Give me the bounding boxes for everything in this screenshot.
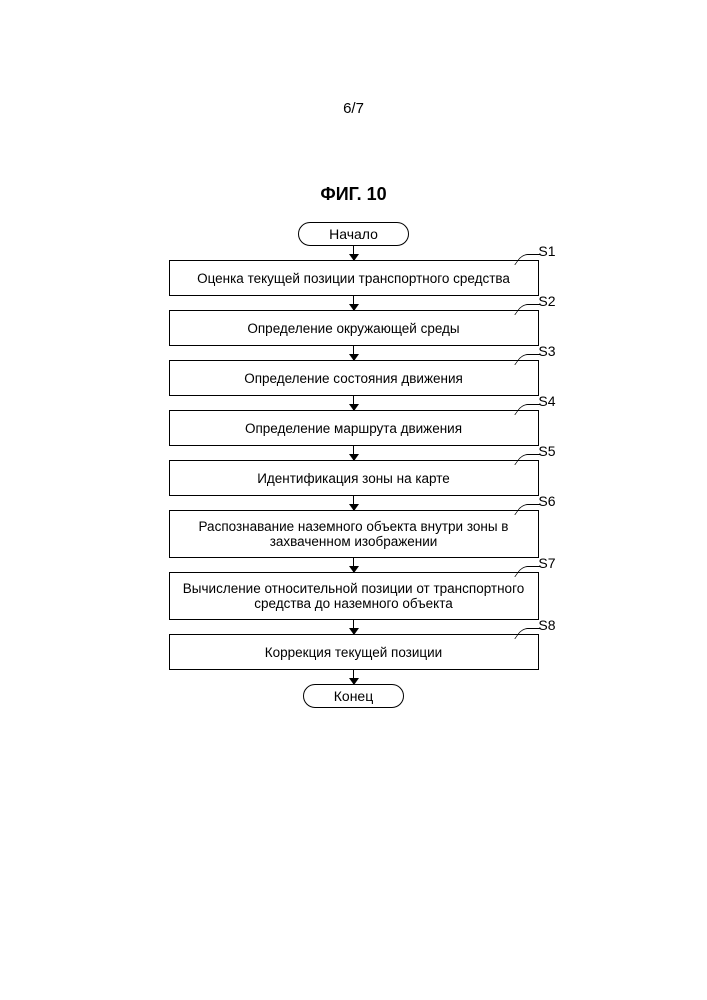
arrow-icon	[353, 246, 355, 260]
figure-title: ФИГ. 10	[320, 184, 386, 205]
step-label-s7: S7	[538, 555, 555, 571]
step-label-s1: S1	[538, 243, 555, 259]
flowchart-container: Начало S1 Оценка текущей позиции транспо…	[154, 222, 554, 708]
step-s3: S3 Определение состояния движения	[169, 360, 539, 396]
step-text-s6: Распознавание наземного объекта внутри з…	[180, 519, 528, 549]
step-text-s4: Определение маршрута движения	[245, 421, 462, 436]
step-text-s8: Коррекция текущей позиции	[265, 645, 442, 660]
arrow-icon	[353, 296, 355, 310]
step-text-s7: Вычисление относительной позиции от тран…	[180, 581, 528, 611]
step-label-s2: S2	[538, 293, 555, 309]
arrow-icon	[353, 670, 355, 684]
step-text-s5: Идентификация зоны на карте	[257, 471, 450, 486]
step-label-s6: S6	[538, 493, 555, 509]
step-s8: S8 Коррекция текущей позиции	[169, 634, 539, 670]
terminal-end: Конец	[303, 684, 404, 708]
arrow-icon	[353, 558, 355, 572]
step-s7: S7 Вычисление относительной позиции от т…	[169, 572, 539, 620]
step-text-s3: Определение состояния движения	[244, 371, 463, 386]
arrow-icon	[353, 446, 355, 460]
step-text-s2: Определение окружающей среды	[247, 321, 459, 336]
step-s2: S2 Определение окружающей среды	[169, 310, 539, 346]
step-label-s3: S3	[538, 343, 555, 359]
arrow-icon	[353, 396, 355, 410]
step-s1: S1 Оценка текущей позиции транспортного …	[169, 260, 539, 296]
step-text-s1: Оценка текущей позиции транспортного сре…	[197, 271, 510, 286]
arrow-icon	[353, 496, 355, 510]
page-number: 6/7	[343, 100, 364, 117]
step-label-s5: S5	[538, 443, 555, 459]
step-s5: S5 Идентификация зоны на карте	[169, 460, 539, 496]
terminal-start: Начало	[298, 222, 409, 246]
step-label-s4: S4	[538, 393, 555, 409]
arrow-icon	[353, 620, 355, 634]
step-label-s8: S8	[538, 617, 555, 633]
step-s6: S6 Распознавание наземного объекта внутр…	[169, 510, 539, 558]
arrow-icon	[353, 346, 355, 360]
step-s4: S4 Определение маршрута движения	[169, 410, 539, 446]
